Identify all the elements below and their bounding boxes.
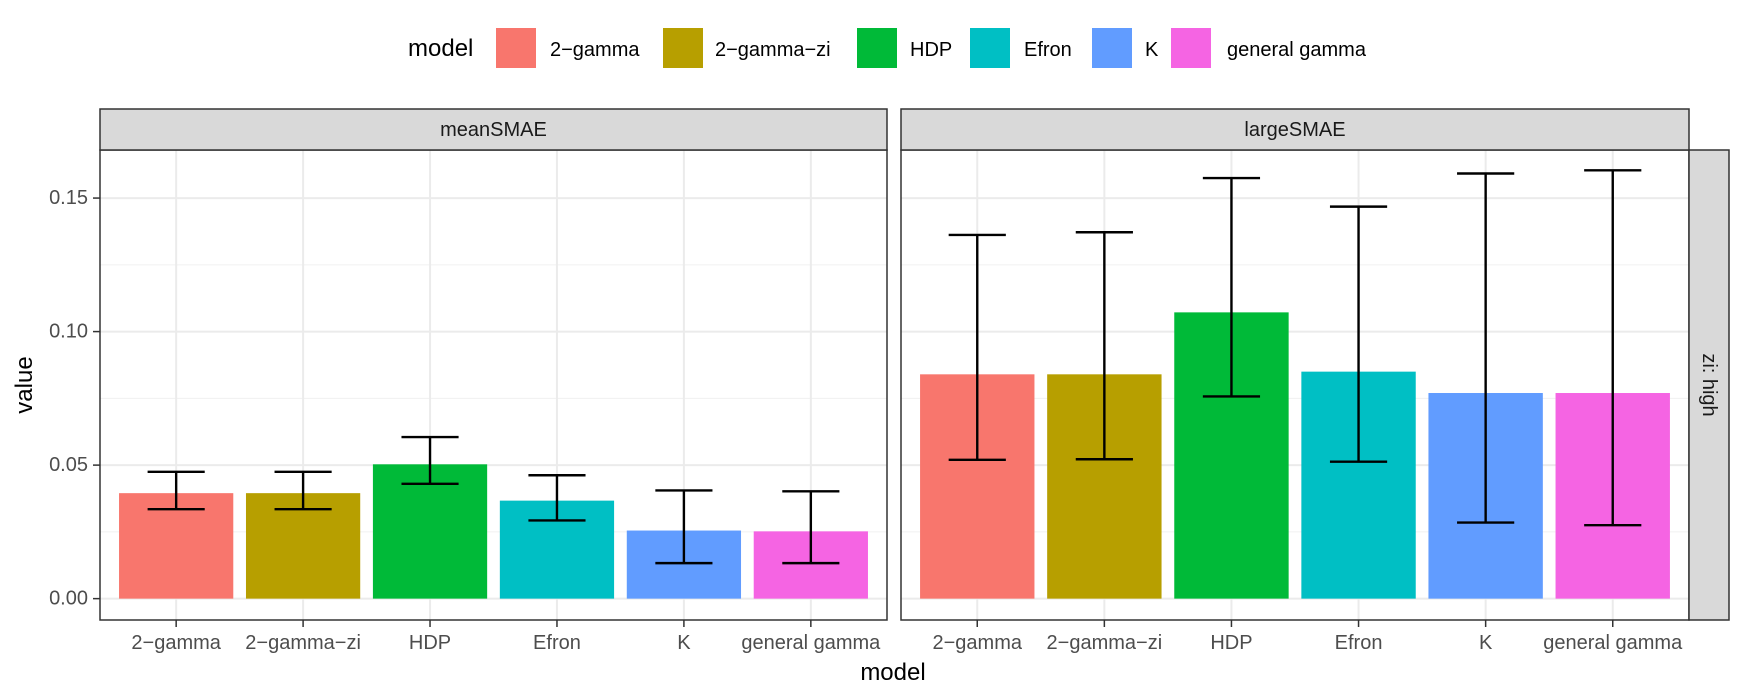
error-bar: [528, 474, 586, 522]
error-bar: [147, 470, 205, 511]
row-strip-background: [1688, 149, 1730, 621]
x-tick-label: 2−gamma: [131, 632, 221, 654]
error-bar: [1075, 231, 1133, 461]
legend-key: [663, 28, 703, 68]
legend-label: K: [1145, 39, 1159, 61]
error-bar: [401, 435, 459, 486]
x-tick-label: 2−gamma−zi: [1047, 632, 1163, 654]
row-strip-label: zi: high: [1698, 353, 1720, 416]
x-axis-title: model: [860, 659, 925, 686]
bar: [119, 493, 234, 599]
error-bar: [274, 470, 332, 511]
error-bar: [1202, 176, 1261, 398]
legend-key: [857, 28, 897, 68]
x-tick-label: Efron: [533, 632, 581, 654]
error-bar: [782, 490, 840, 565]
x-tick-label: K: [677, 632, 691, 654]
row-strip: zi: high: [1688, 149, 1730, 621]
x-tick-label: HDP: [409, 632, 451, 654]
legend-key: [496, 28, 536, 68]
y-tick-label: 0.10: [49, 321, 88, 343]
legend-label: 2−gamma−zi: [715, 39, 831, 61]
legend-item: general gamma: [1171, 28, 1367, 68]
legend-item: K: [1092, 28, 1159, 68]
x-tick-label: 2−gamma−zi: [245, 632, 361, 654]
strip-label: largeSMAE: [1244, 119, 1345, 141]
legend-label: HDP: [910, 39, 952, 61]
bar: [372, 464, 488, 599]
x-tick-label: 2−gamma: [933, 632, 1023, 654]
legend-key: [1171, 28, 1211, 68]
x-tick-label: HDP: [1210, 632, 1252, 654]
x-tick-label: general gamma: [1543, 632, 1683, 654]
x-tick-label: Efron: [1335, 632, 1383, 654]
y-axis-title: value: [11, 356, 38, 413]
error-bar: [948, 233, 1006, 461]
legend-key: [1092, 28, 1132, 68]
y-tick-label: 0.00: [49, 588, 88, 610]
error-bar: [1329, 205, 1388, 463]
legend-item: Efron: [970, 28, 1072, 68]
legend-label: general gamma: [1227, 39, 1367, 61]
x-tick-label: general gamma: [741, 632, 881, 654]
x-tick-label: K: [1479, 632, 1493, 654]
legend-item: 2−gamma: [496, 28, 640, 68]
legend-item: 2−gamma−zi: [663, 28, 831, 68]
error-bar: [655, 489, 713, 565]
error-bar: [1584, 169, 1642, 527]
y-tick-label: 0.05: [49, 454, 88, 476]
strip-label: meanSMAE: [440, 119, 547, 141]
strip-background: [900, 108, 1690, 151]
legend-key: [970, 28, 1010, 68]
legend-label: Efron: [1024, 39, 1072, 61]
legend-title: model: [408, 35, 473, 62]
legend-label: 2−gamma: [550, 39, 640, 61]
bar: [245, 493, 361, 599]
legend-item: HDP: [857, 28, 952, 68]
y-tick-label: 0.15: [49, 187, 88, 209]
strip-background: [99, 108, 888, 151]
error-bar: [1457, 172, 1515, 524]
